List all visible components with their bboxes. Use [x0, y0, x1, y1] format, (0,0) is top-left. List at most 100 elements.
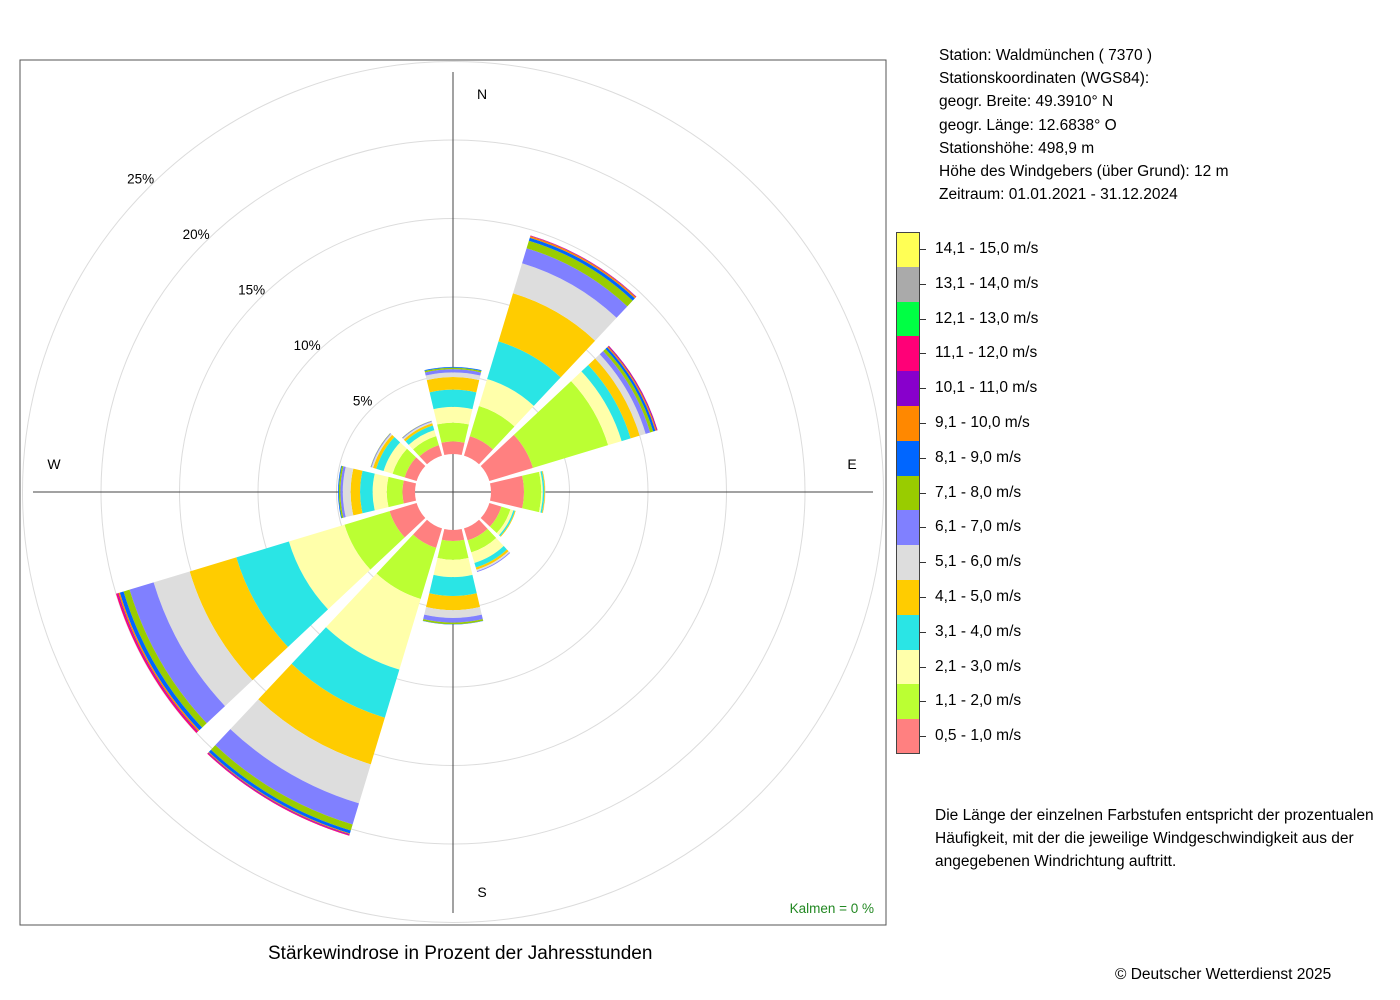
segment-330-class-5 — [402, 421, 433, 440]
segment-300-class-2 — [383, 442, 407, 474]
legend-item: 14,1 - 15,0 m/s — [896, 232, 1256, 267]
segment-0-class-6 — [424, 369, 482, 376]
legend-swatch — [896, 614, 920, 650]
legend-label: 0,5 - 1,0 m/s — [935, 727, 1022, 745]
compass-label-north: N — [477, 86, 487, 102]
legend-swatch — [896, 649, 920, 685]
legend-item: 1,1 - 2,0 m/s — [896, 684, 1256, 720]
legend-swatch — [896, 371, 920, 406]
legend-label: 14,1 - 15,0 m/s — [935, 240, 1039, 257]
segment-180-class-1 — [437, 539, 469, 560]
legend-label: 3,1 - 4,0 m/s — [935, 622, 1022, 640]
legend-item: 9,1 - 10,0 m/s — [896, 406, 1256, 441]
segment-300-class-3 — [376, 436, 401, 472]
station-info: Station: Waldmünchen ( 7370 ) Stationsko… — [939, 44, 1228, 206]
segment-0-class-5 — [425, 372, 481, 381]
time-period: Zeitraum: 01.01.2021 - 31.12.2024 — [939, 186, 1178, 204]
segment-180-class-6 — [423, 614, 483, 623]
segment-270-class-2 — [372, 473, 389, 511]
segment-120-class-4 — [500, 510, 516, 537]
ring-label-20: 20% — [183, 227, 210, 242]
legend-swatch — [896, 336, 920, 372]
legend-tick — [920, 353, 926, 355]
segment-270-class-1 — [386, 476, 404, 508]
legend-tick — [920, 736, 926, 738]
segment-180-class-7 — [422, 619, 484, 625]
segment-150-class-1 — [467, 528, 497, 553]
segment-30-class-0 — [463, 436, 493, 465]
legend-item: 0,5 - 1,0 m/s — [896, 719, 1256, 754]
legend-item: 6,1 - 7,0 m/s — [896, 510, 1256, 546]
legend-tick — [920, 701, 926, 703]
segment-150-class-3 — [474, 546, 507, 568]
segment-300-class-4 — [373, 434, 395, 469]
coords-heading: Stationskoordinaten (WGS84): — [939, 70, 1150, 88]
segment-30-class-5 — [512, 263, 617, 341]
legend-item: 12,1 - 13,0 m/s — [896, 301, 1256, 337]
compass-label-west: W — [47, 456, 61, 472]
legend-swatch — [896, 545, 920, 580]
segment-150-class-5 — [476, 551, 510, 572]
segment-210-class-3 — [291, 627, 400, 718]
segment-330-class-0 — [419, 445, 443, 465]
compass-label-east: E — [847, 456, 856, 472]
segment-240-class-5 — [153, 571, 253, 707]
ring-label-10: 10% — [294, 338, 321, 353]
ring-label-5: 5% — [353, 394, 373, 409]
segment-270-class-4 — [350, 468, 363, 516]
legend-item: 4,1 - 5,0 m/s — [896, 580, 1256, 615]
legend-label: 11,1 - 12,0 m/s — [935, 344, 1038, 362]
segment-270-class-3 — [360, 470, 375, 514]
segment-150-class-4 — [475, 549, 509, 570]
segment-60-class-4 — [588, 358, 640, 439]
segment-120-class-0 — [480, 502, 502, 527]
speed-legend: 14,1 - 15,0 m/s 13,1 - 14,0 m/s 12,1 - 13,… — [896, 232, 1256, 754]
segment-240-class-0 — [389, 502, 426, 538]
legend-item: 11,1 - 12,0 m/s — [896, 336, 1256, 372]
legend-tick — [920, 388, 926, 390]
segment-30-class-3 — [487, 341, 561, 406]
legend-tick — [920, 318, 926, 320]
segment-150-class-2 — [471, 538, 504, 563]
sector-330 — [402, 420, 443, 465]
segment-210-class-5 — [230, 699, 371, 804]
segment-210-class-1 — [376, 534, 437, 600]
legend-label: 8,1 - 9,0 m/s — [935, 448, 1022, 466]
segment-270-class-8 — [338, 465, 342, 519]
legend-item: 10,1 - 11,0 m/s — [896, 371, 1256, 406]
legend-swatch — [896, 475, 920, 511]
legend-tick — [920, 527, 926, 529]
copyright: © Deutscher Wetterdienst 2025 — [1115, 966, 1332, 983]
sector-180 — [422, 528, 484, 625]
sector-120 — [480, 502, 516, 537]
segment-240-class-2 — [288, 524, 371, 610]
legend-tick — [920, 283, 926, 285]
segment-60-class-7 — [603, 348, 654, 433]
segment-270-class-5 — [342, 466, 354, 518]
legend-item: 5,1 - 6,0 m/s — [896, 545, 1256, 580]
segment-60-class-5 — [595, 354, 646, 436]
segment-90-class-0 — [489, 475, 524, 509]
chart-caption: Stärkewindrose in Prozent der Jahresstun… — [268, 943, 653, 964]
sector-0 — [424, 366, 482, 456]
segment-60-class-2 — [571, 371, 622, 446]
legend-tick — [920, 597, 926, 598]
legend-item: 8,1 - 9,0 m/s — [896, 440, 1256, 476]
sector-300 — [370, 432, 426, 482]
segment-300-class-0 — [404, 457, 426, 482]
legend-tick — [920, 249, 926, 250]
legend-item: 7,1 - 8,0 m/s — [896, 475, 1256, 511]
longitude: geogr. Länge: 12.6838° O — [939, 116, 1117, 134]
segment-330-class-3 — [405, 425, 435, 445]
sector-150 — [463, 519, 511, 572]
segment-60-class-0 — [480, 434, 533, 482]
calm-label: Kalmen = 0 % — [790, 901, 874, 916]
legend-swatch — [896, 301, 920, 337]
segment-180-class-8 — [422, 620, 484, 625]
legend-swatch — [896, 684, 920, 720]
segment-30-class-1 — [469, 406, 515, 450]
legend-swatch — [896, 232, 920, 267]
legend-tick — [920, 423, 926, 424]
legend-swatch — [896, 266, 920, 302]
